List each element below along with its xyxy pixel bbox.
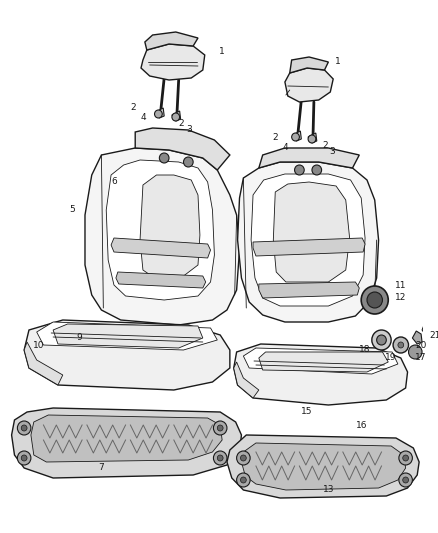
Circle shape xyxy=(217,455,223,461)
Polygon shape xyxy=(290,57,328,73)
Circle shape xyxy=(312,165,321,175)
Text: 9: 9 xyxy=(76,334,82,343)
Polygon shape xyxy=(53,324,203,348)
Polygon shape xyxy=(253,238,365,256)
Polygon shape xyxy=(116,272,206,288)
Polygon shape xyxy=(141,44,205,80)
Polygon shape xyxy=(24,320,230,390)
Polygon shape xyxy=(422,325,429,334)
Text: 19: 19 xyxy=(385,353,397,362)
Text: 3: 3 xyxy=(187,125,192,134)
Circle shape xyxy=(399,473,413,487)
Circle shape xyxy=(237,451,250,465)
Text: 16: 16 xyxy=(357,421,368,430)
Circle shape xyxy=(308,135,316,143)
Text: 21: 21 xyxy=(429,330,438,340)
Text: 12: 12 xyxy=(395,294,406,303)
Circle shape xyxy=(399,451,413,465)
Circle shape xyxy=(18,451,31,465)
Circle shape xyxy=(403,477,409,483)
Polygon shape xyxy=(273,182,350,282)
Circle shape xyxy=(21,455,27,461)
Polygon shape xyxy=(31,415,222,462)
Polygon shape xyxy=(259,282,359,298)
Text: 5: 5 xyxy=(70,206,75,214)
Polygon shape xyxy=(140,175,200,278)
Polygon shape xyxy=(85,148,240,325)
Text: 17: 17 xyxy=(415,353,427,362)
Text: 1: 1 xyxy=(335,58,341,67)
Circle shape xyxy=(18,421,31,435)
Circle shape xyxy=(361,286,388,314)
Polygon shape xyxy=(111,238,211,258)
Circle shape xyxy=(172,113,180,121)
Circle shape xyxy=(240,455,246,461)
Polygon shape xyxy=(285,68,333,102)
Text: 10: 10 xyxy=(33,341,44,350)
Circle shape xyxy=(184,157,193,167)
Polygon shape xyxy=(251,174,365,306)
Polygon shape xyxy=(106,160,215,300)
Text: 4: 4 xyxy=(282,143,288,152)
Circle shape xyxy=(292,133,300,141)
Text: 3: 3 xyxy=(329,148,335,157)
Text: 2: 2 xyxy=(131,103,136,112)
Circle shape xyxy=(372,330,391,350)
Circle shape xyxy=(21,425,27,431)
Polygon shape xyxy=(172,111,180,121)
Polygon shape xyxy=(37,322,217,350)
Text: 2: 2 xyxy=(272,133,278,142)
Text: 4: 4 xyxy=(140,114,146,123)
Polygon shape xyxy=(11,408,241,478)
Polygon shape xyxy=(244,348,398,374)
Polygon shape xyxy=(234,362,259,398)
Circle shape xyxy=(159,153,169,163)
Circle shape xyxy=(213,421,227,435)
Polygon shape xyxy=(259,352,388,372)
Circle shape xyxy=(398,342,404,348)
Text: 11: 11 xyxy=(395,280,406,289)
Polygon shape xyxy=(413,331,422,344)
Polygon shape xyxy=(227,435,419,498)
Text: 13: 13 xyxy=(323,486,334,495)
Circle shape xyxy=(217,425,223,431)
Polygon shape xyxy=(308,133,317,143)
Polygon shape xyxy=(155,108,164,118)
Polygon shape xyxy=(145,32,198,50)
Circle shape xyxy=(403,455,409,461)
Circle shape xyxy=(393,337,409,353)
Text: 15: 15 xyxy=(301,408,313,416)
Circle shape xyxy=(367,292,382,308)
Polygon shape xyxy=(259,148,359,168)
Text: 1: 1 xyxy=(219,47,225,56)
Circle shape xyxy=(240,477,246,483)
Polygon shape xyxy=(237,162,378,322)
Polygon shape xyxy=(241,443,406,490)
Circle shape xyxy=(213,451,227,465)
Polygon shape xyxy=(24,342,63,385)
Text: 6: 6 xyxy=(111,177,117,187)
Circle shape xyxy=(409,345,422,359)
Circle shape xyxy=(155,110,162,118)
Text: 7: 7 xyxy=(99,464,104,472)
Circle shape xyxy=(237,473,250,487)
Text: 20: 20 xyxy=(415,341,427,350)
Polygon shape xyxy=(135,128,230,170)
Polygon shape xyxy=(234,344,408,405)
Circle shape xyxy=(295,165,304,175)
Text: 18: 18 xyxy=(359,345,371,354)
Polygon shape xyxy=(293,131,301,141)
Circle shape xyxy=(377,335,386,345)
Text: 2: 2 xyxy=(179,118,184,127)
Text: 2: 2 xyxy=(323,141,328,149)
